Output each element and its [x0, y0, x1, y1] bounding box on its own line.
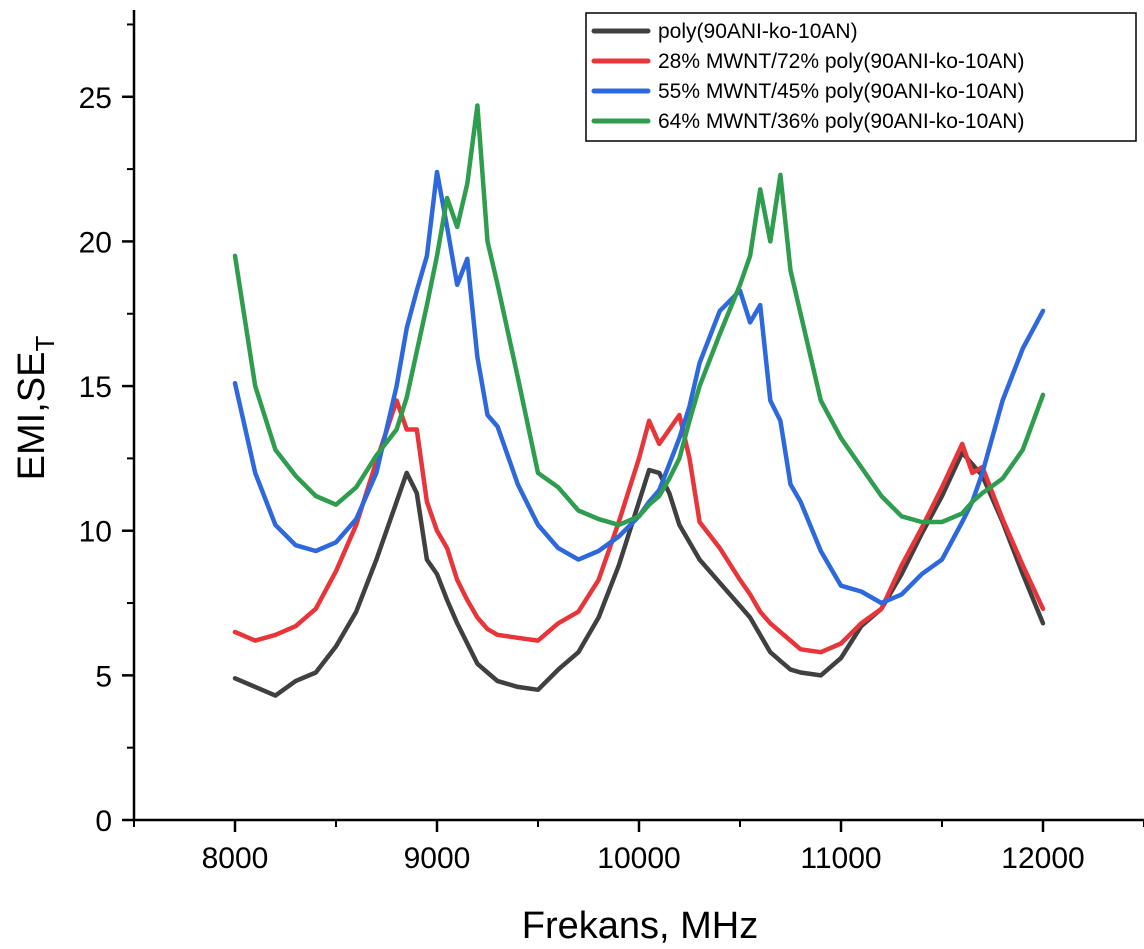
- y-tick-label: 10: [79, 516, 112, 549]
- y-tick-label: 25: [79, 82, 112, 115]
- y-tick-label: 0: [95, 805, 112, 838]
- series-line-2: [232, 398, 1046, 655]
- legend-label: 64% MWNT/36% poly(90ANI-ko-10AN): [658, 110, 1024, 133]
- x-tick-label: 10000: [597, 842, 680, 875]
- legend-box: [585, 12, 1137, 142]
- legend-label: 28% MWNT/72% poly(90ANI-ko-10AN): [658, 50, 1024, 73]
- y-axis-title: EMI,SET: [11, 336, 60, 481]
- x-tick-label: 9000: [404, 842, 471, 875]
- y-tick-label: 20: [79, 226, 112, 259]
- x-tick-label: 8000: [202, 842, 269, 875]
- y-axis-title-subscript: T: [30, 336, 60, 352]
- x-axis-title: Frekans, MHz: [522, 905, 758, 947]
- x-tick-label: 12000: [1001, 842, 1084, 875]
- ticks-layer: 0 5 10 15 20 25 8000 9000 10000 11000 12000: [79, 23, 1144, 875]
- y-tick-label: 15: [79, 371, 112, 404]
- series-line-4: [232, 103, 1046, 528]
- legend-label: 55% MWNT/45% poly(90ANI-ko-10AN): [658, 80, 1024, 103]
- x-tick-label: 11000: [800, 842, 881, 875]
- legend: poly(90ANI-ko-10AN) 28% MWNT/72% poly(90A…: [585, 12, 1137, 142]
- y-axis-title-main: EMI,SE: [11, 352, 53, 481]
- legend-label: poly(90ANI-ko-10AN): [658, 20, 858, 43]
- series-layer: [232, 103, 1046, 698]
- y-tick-label: 5: [95, 660, 112, 693]
